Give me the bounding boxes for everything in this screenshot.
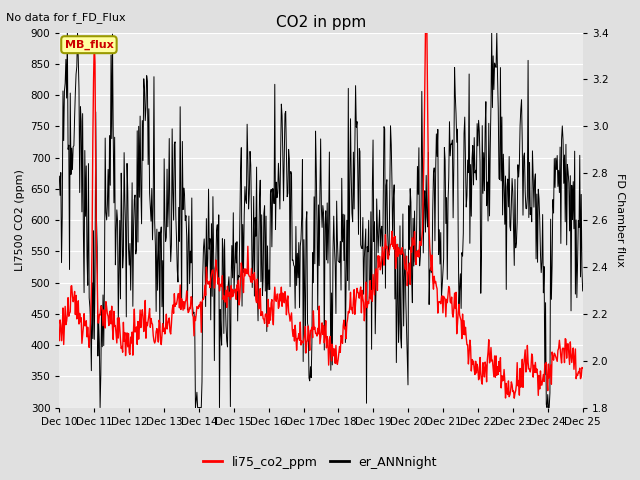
Text: No data for f_FD_Flux: No data for f_FD_Flux (6, 12, 126, 23)
Legend: li75_co2_ppm, er_ANNnight: li75_co2_ppm, er_ANNnight (198, 451, 442, 474)
Text: MB_flux: MB_flux (65, 39, 113, 50)
Y-axis label: FD Chamber flux: FD Chamber flux (615, 173, 625, 267)
Title: CO2 in ppm: CO2 in ppm (276, 15, 366, 30)
Y-axis label: LI7500 CO2 (ppm): LI7500 CO2 (ppm) (15, 169, 25, 271)
